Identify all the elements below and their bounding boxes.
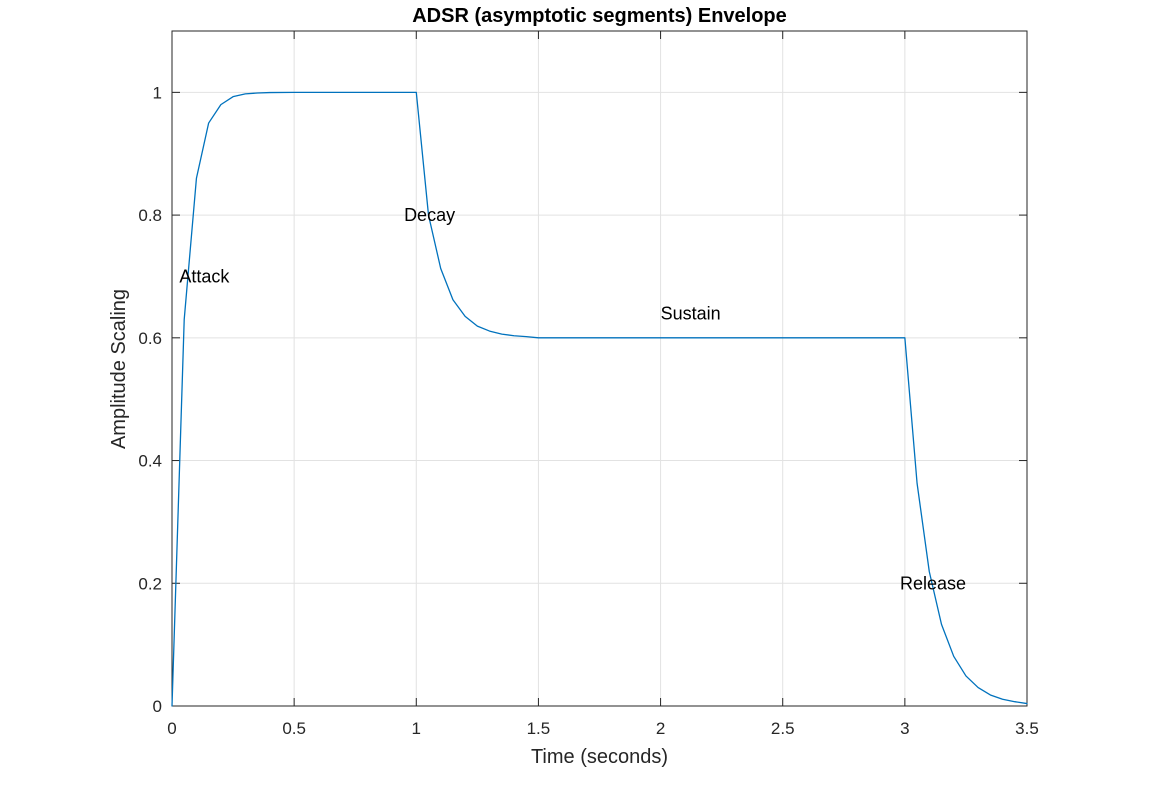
y-tick-label: 0	[153, 697, 162, 716]
chart-title: ADSR (asymptotic segments) Envelope	[412, 5, 787, 27]
x-tick-label: 0	[167, 719, 176, 738]
x-tick-label: 2.5	[771, 719, 795, 738]
annotations: Attack Decay Sustain Release	[179, 205, 966, 593]
x-tick-label: 3.5	[1015, 719, 1039, 738]
axis-ticks: 0 0.5 1 1.5 2 2.5 3 3.5 0 0.2 0.4 0.6 0.8 1	[138, 31, 1039, 738]
plot-area	[171, 30, 1028, 707]
x-tick-label: 0.5	[282, 719, 306, 738]
x-tick-label: 1	[412, 719, 421, 738]
annotation-sustain: Sustain	[661, 303, 721, 323]
x-tick-label: 2	[656, 719, 665, 738]
y-axis-label: Amplitude Scaling	[108, 289, 130, 449]
annotation-decay: Decay	[404, 205, 455, 225]
x-tick-label: 3	[900, 719, 909, 738]
y-tick-label: 1	[153, 83, 162, 102]
envelope-line	[171, 91, 1028, 707]
y-tick-label: 0.2	[138, 574, 162, 593]
series-layer	[171, 91, 1028, 707]
y-tick-label: 0.6	[138, 329, 162, 348]
grid	[171, 31, 1028, 707]
annotation-attack: Attack	[179, 266, 230, 286]
annotation-release: Release	[900, 573, 966, 593]
y-tick-label: 0.8	[138, 206, 162, 225]
x-tick-label: 1.5	[527, 719, 551, 738]
y-tick-label: 0.4	[138, 452, 162, 471]
x-axis-label: Time (seconds)	[531, 746, 668, 768]
